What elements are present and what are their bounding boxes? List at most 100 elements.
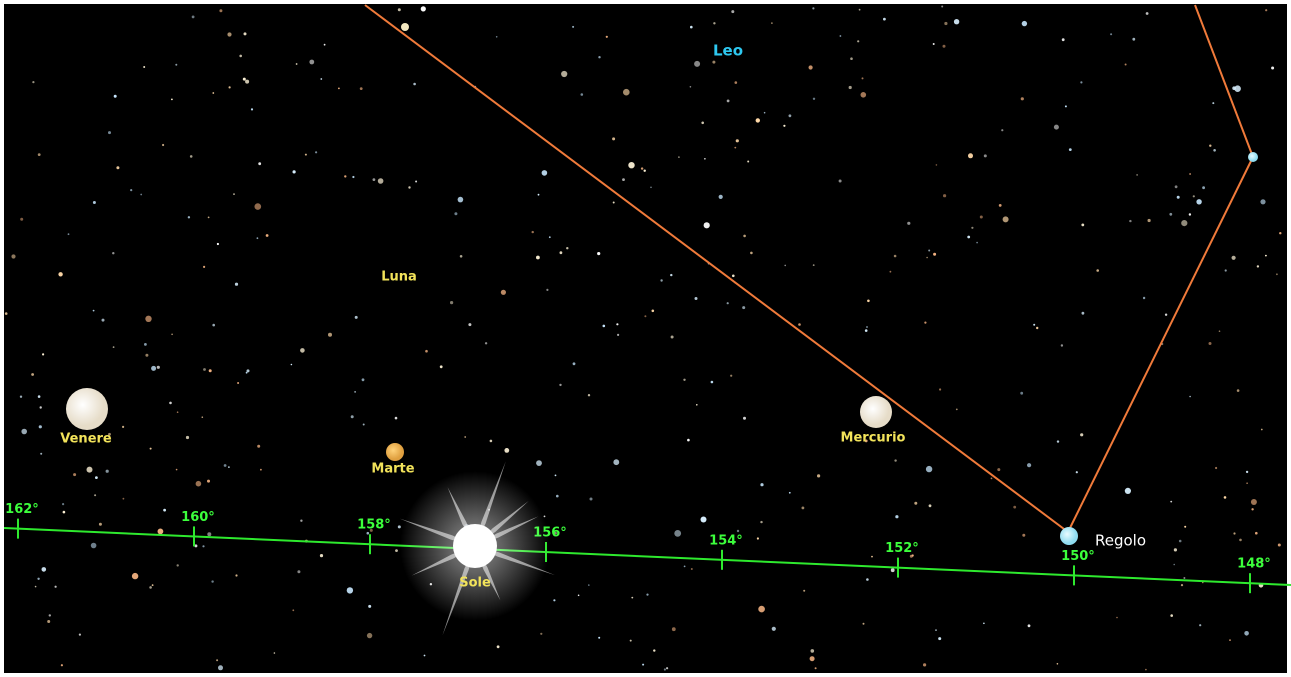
star: [750, 251, 753, 255]
star: [968, 153, 973, 159]
ecliptic-line: [3, 527, 1291, 586]
star: [1116, 616, 1118, 619]
star: [108, 131, 111, 135]
star: [176, 564, 179, 567]
star: [32, 81, 35, 84]
star: [235, 574, 238, 577]
star: [758, 605, 765, 613]
star: [175, 63, 178, 66]
tick-label: 154°: [709, 533, 743, 548]
star: [839, 35, 842, 37]
star: [660, 279, 663, 282]
star: [1178, 539, 1182, 543]
star: [359, 87, 363, 90]
star: [572, 25, 575, 28]
star: [1145, 668, 1147, 671]
star: [1231, 255, 1236, 260]
star: [1132, 37, 1136, 41]
star: [243, 32, 247, 36]
star: [352, 175, 355, 179]
star: [531, 230, 534, 234]
star: [1176, 195, 1180, 199]
star: [546, 288, 549, 291]
star: [397, 8, 401, 12]
star: [1173, 548, 1177, 552]
star: [415, 180, 418, 183]
star: [397, 525, 401, 529]
star: [726, 302, 729, 305]
star: [1033, 323, 1036, 326]
star: [798, 323, 801, 326]
star: [890, 568, 895, 573]
star: [924, 321, 927, 324]
star: [628, 162, 635, 169]
star: [1232, 86, 1236, 90]
star: [559, 383, 562, 387]
star: [726, 99, 730, 103]
star: [239, 54, 242, 58]
star: [292, 609, 295, 612]
star: [734, 146, 737, 149]
star: [616, 323, 619, 326]
star: [944, 21, 948, 26]
star: [58, 272, 63, 277]
star: [650, 186, 652, 189]
star: [605, 35, 608, 38]
star: [812, 7, 815, 10]
star: [784, 264, 786, 267]
star: [1239, 538, 1242, 542]
star: [47, 620, 51, 623]
star: [450, 301, 454, 305]
star: [1056, 663, 1059, 665]
constellation-label: Leo: [713, 42, 743, 60]
star: [260, 468, 262, 471]
star: [320, 78, 323, 80]
star: [1170, 500, 1173, 503]
star: [1036, 326, 1039, 330]
star: [1027, 624, 1031, 628]
star: [140, 193, 143, 196]
star: [245, 371, 248, 374]
star: [926, 256, 928, 259]
star: [942, 44, 946, 48]
star: [323, 43, 326, 46]
star: [690, 25, 693, 29]
star: [1136, 174, 1138, 176]
star: [21, 428, 28, 435]
star: [613, 459, 620, 466]
star: [640, 167, 644, 170]
regulus: [1060, 527, 1078, 545]
star: [756, 537, 760, 540]
star: [1061, 38, 1065, 42]
tick-label: 162°: [5, 502, 39, 517]
star: [783, 124, 786, 127]
star: [19, 395, 23, 398]
star: [94, 494, 97, 497]
star: [1271, 66, 1275, 70]
star: [704, 158, 706, 160]
star: [871, 555, 873, 558]
star: [31, 373, 34, 376]
star: [116, 166, 120, 170]
star: [459, 254, 463, 258]
star: [1181, 220, 1188, 227]
star: [1265, 9, 1268, 12]
star: [914, 501, 918, 505]
mars-label: Marte: [371, 462, 414, 477]
star: [622, 178, 625, 182]
star: [559, 251, 563, 255]
star: [175, 468, 178, 471]
star: [651, 309, 655, 313]
star: [760, 520, 763, 524]
star: [588, 584, 590, 586]
star: [37, 577, 40, 580]
star: [113, 94, 117, 98]
star: [540, 632, 543, 635]
star: [602, 324, 606, 328]
star: [34, 585, 37, 588]
star: [771, 626, 776, 631]
star: [809, 656, 815, 662]
star: [228, 86, 231, 89]
star: [346, 587, 354, 594]
